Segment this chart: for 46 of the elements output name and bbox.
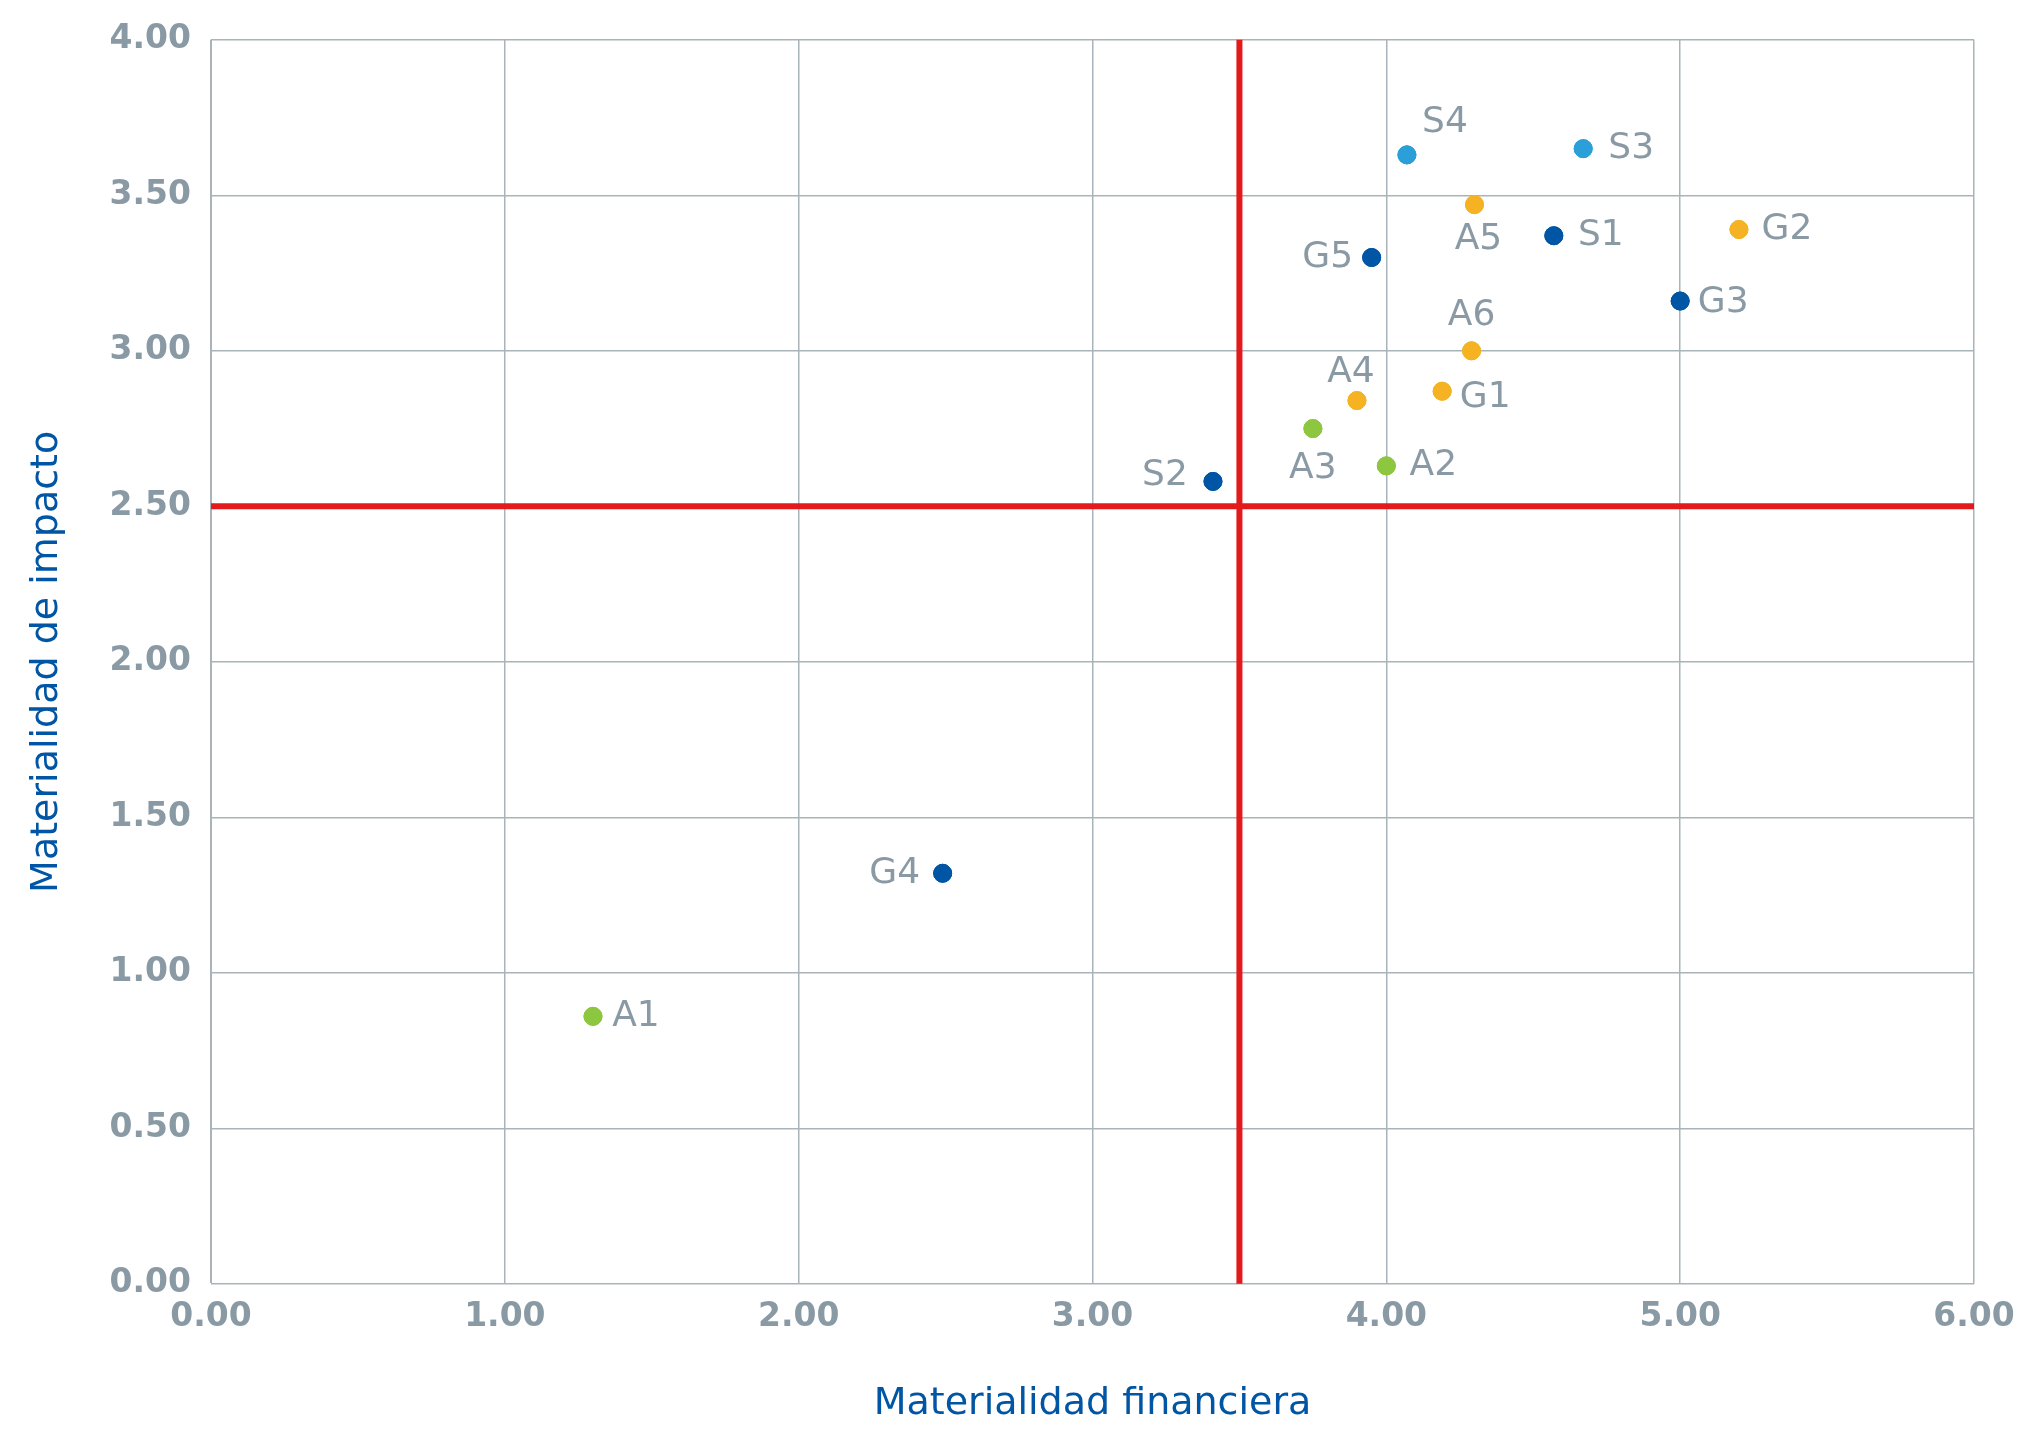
annotation: S1 — [1577, 212, 1624, 254]
annotation: S4 — [1422, 99, 1468, 141]
annotation: S2 — [1142, 451, 1188, 493]
point — [583, 1006, 603, 1026]
point — [1464, 195, 1484, 215]
x-tick-label: 1.00 — [464, 1295, 546, 1335]
y-tick-label: 3.50 — [109, 172, 192, 212]
annotation: S3 — [1608, 125, 1655, 167]
x-tick-label: 3.00 — [1051, 1295, 1134, 1335]
annotation: A6 — [1447, 292, 1496, 334]
y-tick-label: 3.00 — [109, 328, 192, 368]
point — [1432, 381, 1452, 401]
y-tick-label: 2.50 — [109, 483, 192, 523]
point — [1462, 341, 1482, 361]
point — [1203, 471, 1223, 491]
point — [933, 863, 953, 883]
y-tick-label: 1.50 — [109, 794, 192, 834]
x-tick-label: 5.00 — [1639, 1295, 1721, 1335]
annotation: G5 — [1302, 233, 1354, 275]
point — [1397, 145, 1417, 165]
annotation: G4 — [869, 849, 921, 891]
point — [1544, 226, 1564, 246]
point — [1347, 391, 1367, 411]
x-tick-label: 2.00 — [757, 1295, 840, 1335]
annotation: A4 — [1327, 348, 1375, 390]
y-tick-label: 2.00 — [109, 639, 192, 679]
annotation: G1 — [1459, 373, 1511, 415]
point — [1362, 248, 1382, 267]
annotation: G3 — [1697, 279, 1749, 321]
y-axis-title: Materialidad de impacto — [21, 430, 66, 893]
x-axis-title: Materialidad financiera — [873, 1379, 1312, 1424]
y-tick-label: 0.50 — [109, 1105, 192, 1145]
annotation: A1 — [612, 992, 660, 1034]
point — [1303, 419, 1323, 439]
annotation: A3 — [1289, 444, 1337, 486]
annotation: G2 — [1761, 205, 1813, 247]
point — [1573, 139, 1593, 159]
annotation: A2 — [1409, 442, 1458, 484]
x-tick-label: 4.00 — [1345, 1295, 1428, 1335]
point — [1729, 220, 1749, 240]
point — [1376, 456, 1396, 476]
point — [1670, 291, 1690, 311]
x-tick-label: 6.00 — [1933, 1295, 2015, 1335]
annotation: A5 — [1454, 215, 1503, 257]
y-tick-label: 4.00 — [109, 17, 192, 57]
y-tick-label: 1.00 — [109, 950, 192, 990]
